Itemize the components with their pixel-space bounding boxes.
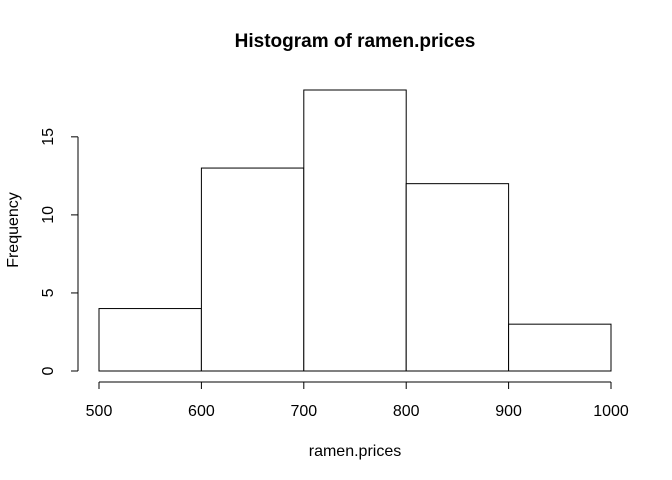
y-tick-label: 0: [40, 366, 57, 375]
histogram-bar-4: [508, 323, 612, 372]
x-tick-label: 700: [290, 403, 317, 420]
histogram-bar-2: [303, 89, 407, 372]
y-axis-label: Frequency: [5, 192, 22, 268]
y-tick-label: 15: [40, 128, 57, 146]
bars-group: [98, 89, 612, 372]
histogram-bar-1: [200, 167, 305, 372]
y-tick-label: 10: [40, 206, 57, 224]
histogram-bar-0: [98, 308, 202, 372]
x-tick-label: 900: [495, 403, 522, 420]
y-axis: 0 5 10 15: [40, 128, 79, 375]
chart-title: Histogram of ramen.prices: [235, 31, 476, 52]
x-axis-label: ramen.prices: [309, 443, 401, 460]
x-tick-label: 800: [393, 403, 420, 420]
y-tick-label: 5: [40, 288, 57, 297]
x-tick-label: 500: [86, 403, 113, 420]
histogram-bar-3: [405, 183, 510, 372]
x-axis: 500 600 700 800 900 1000: [86, 381, 629, 420]
x-tick-label: 600: [188, 403, 215, 420]
x-tick-label: 1000: [593, 403, 629, 420]
